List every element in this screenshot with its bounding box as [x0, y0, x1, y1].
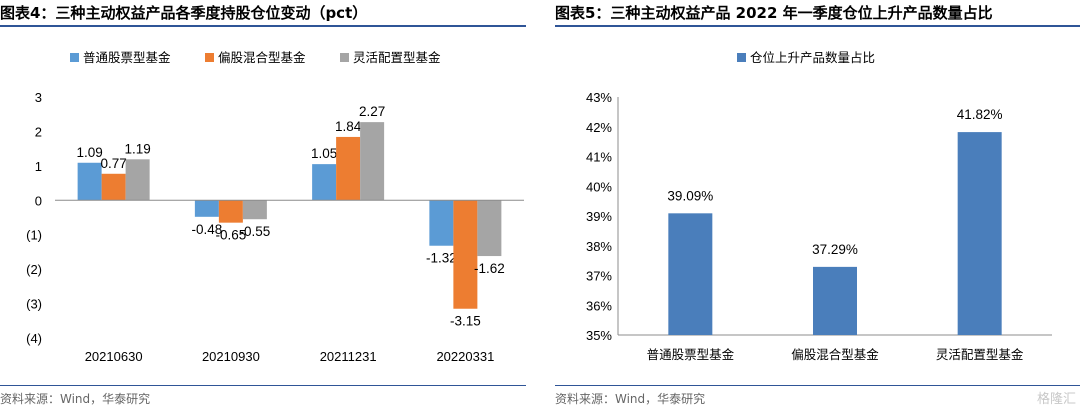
bar — [429, 200, 454, 246]
legend-label: 普通股票型基金 — [83, 50, 171, 65]
x-tick-label: 灵活配置型基金 — [936, 347, 1024, 362]
bar — [125, 159, 150, 201]
bar — [218, 200, 243, 223]
y-tick-label: 0 — [35, 193, 42, 208]
y-tick-label: (3) — [26, 297, 42, 312]
y-tick-label: 42% — [586, 120, 612, 135]
x-tick-label: 20210930 — [202, 349, 260, 364]
left-bottom-rule — [0, 385, 526, 386]
legend-swatch — [340, 53, 349, 62]
bar — [957, 132, 1002, 335]
y-tick-label: 2 — [35, 124, 42, 139]
bar — [813, 266, 857, 335]
y-tick-label: 43% — [586, 90, 612, 105]
bar — [242, 200, 267, 220]
data-label: 2.27 — [359, 104, 385, 119]
bar — [101, 173, 126, 201]
bar — [360, 122, 385, 201]
left-chart-plot: 普通股票型基金 偏股混合型基金 灵活配置型基金 3 2 1 0 (1) (2) (3) (4) 1.0… — [26, 50, 524, 364]
data-label: 41.82% — [957, 107, 1003, 122]
y-tick-label: 40% — [586, 179, 612, 194]
y-tick-label: 38% — [586, 239, 612, 254]
data-label: 0.77 — [100, 156, 126, 171]
data-label: 1.19 — [124, 141, 150, 156]
right-chart-plot: 仓位上升产品数量占比 43% 42% 41% 40% 39% 38% 37% 36% 35% 39.… — [586, 50, 1052, 362]
y-tick-label: (4) — [26, 331, 42, 346]
legend-label: 偏股混合型基金 — [218, 50, 306, 65]
data-label: -3.15 — [450, 314, 481, 329]
x-tick-label: 普通股票型基金 — [647, 347, 735, 362]
bar — [77, 162, 102, 201]
y-tick-label: 39% — [586, 209, 612, 224]
right-source-note: 资料来源：Wind，华泰研究 — [555, 392, 706, 406]
data-label: -0.48 — [191, 222, 222, 237]
y-tick-label: 35% — [586, 328, 612, 343]
legend-swatch — [205, 53, 214, 62]
bar — [194, 200, 219, 217]
data-label: -1.62 — [474, 261, 505, 276]
legend-label: 仓位上升产品数量占比 — [750, 50, 875, 65]
data-label: 1.84 — [335, 119, 362, 134]
bar — [312, 164, 337, 201]
data-label: -0.55 — [239, 224, 270, 239]
legend-swatch — [70, 53, 79, 62]
data-label: 39.09% — [667, 188, 713, 203]
bar — [668, 213, 713, 335]
bar — [477, 200, 502, 257]
bar — [336, 136, 361, 201]
watermark-logo: 格隆汇 — [1036, 392, 1076, 407]
bar — [453, 200, 478, 309]
x-tick-label: 20210630 — [85, 349, 143, 364]
y-tick-label: 1 — [35, 159, 42, 174]
y-tick-label: 37% — [586, 269, 612, 284]
data-label: 1.09 — [76, 145, 102, 160]
y-tick-label: 41% — [586, 150, 612, 165]
left-chart-title: 图表4：三种主动权益产品各季度持股仓位变动（pct） — [0, 4, 368, 22]
legend-label: 灵活配置型基金 — [353, 50, 441, 65]
right-title-rule — [555, 25, 1080, 27]
left-title-rule — [0, 25, 526, 27]
right-bottom-rule — [555, 385, 1080, 386]
right-chart-title: 图表5：三种主动权益产品 2022 年一季度仓位上升产品数量占比 — [555, 4, 993, 22]
data-label: -0.65 — [215, 228, 246, 243]
y-tick-label: (1) — [26, 228, 42, 243]
left-chart-panel: 图表4：三种主动权益产品各季度持股仓位变动（pct） 普通股票型基金 偏股混合型基… — [0, 0, 526, 410]
x-tick-label: 20211231 — [320, 349, 377, 364]
data-label: 1.05 — [311, 146, 337, 161]
y-tick-label: (2) — [26, 262, 42, 277]
right-chart-panel: 图表5：三种主动权益产品 2022 年一季度仓位上升产品数量占比 仓位上升产品数… — [555, 0, 1080, 410]
y-tick-label: 3 — [35, 90, 42, 105]
legend-swatch — [737, 53, 746, 62]
x-tick-label: 偏股混合型基金 — [791, 347, 879, 362]
data-label: -1.32 — [426, 251, 457, 266]
data-label: 37.29% — [812, 242, 858, 257]
x-tick-label: 20220331 — [436, 349, 494, 364]
y-tick-label: 36% — [586, 298, 612, 313]
left-source-note: 资料来源：Wind，华泰研究 — [0, 392, 151, 406]
